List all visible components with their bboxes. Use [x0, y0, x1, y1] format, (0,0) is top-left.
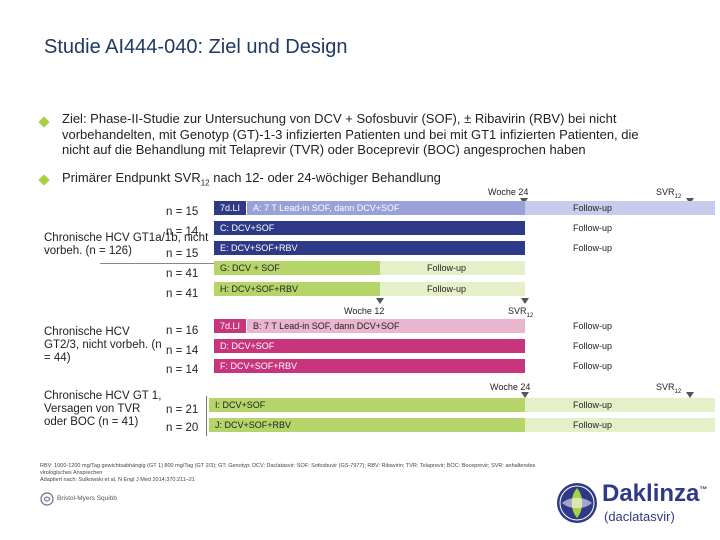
group-gt23-naive: Chronische HCV GT2/3, nicht vorbeh. (n =…	[44, 326, 162, 364]
arm-n: n = 21	[166, 404, 199, 416]
brand-tm: ™	[699, 485, 708, 494]
brand-name: Daklinza	[602, 480, 700, 507]
arm-n: n = 41	[166, 268, 199, 280]
endpoint-text-post: nach 12- oder 24-wöchiger Behandlung	[209, 170, 441, 185]
svr-label: SVR	[656, 382, 675, 392]
follow-up-label: Follow-up	[573, 341, 613, 351]
bms-logo-icon	[40, 492, 54, 506]
milestone-svr12: SVR12	[656, 382, 681, 395]
footnote-line: Adaptiert nach: Sulkowski et al. N Engl …	[40, 477, 195, 483]
arm-n: n = 15	[166, 248, 199, 260]
svr-sub: 12	[674, 193, 682, 200]
follow-up-label: Follow-up	[573, 321, 613, 331]
arm-c-bar: C: DCV+SOF	[214, 221, 525, 235]
bullet-icon	[38, 174, 50, 186]
arm-n: n = 20	[166, 422, 199, 434]
arm-f-bar: F: DCV+SOF+RBV	[214, 359, 525, 373]
follow-up-bar	[525, 418, 715, 432]
section-divider	[206, 396, 207, 436]
footnote: RBV: 1000-1200 mg/Tag gewichtsabhängig (…	[40, 463, 700, 484]
milestone-woche12: Woche 12	[344, 306, 385, 316]
milestone-woche24: Woche 24	[488, 187, 529, 197]
milestone-marker	[686, 392, 694, 398]
endpoint-text: Primärer Endpunkt SVR	[62, 170, 201, 185]
daklinza-brand: Daklinza™	[602, 480, 707, 508]
bms-logo-text: Bristol-Myers Squibb	[57, 495, 117, 502]
daklinza-logo-icon	[557, 483, 597, 523]
lead-in-bar: 7d.LI	[214, 201, 246, 215]
follow-up-label: Follow-up	[573, 420, 613, 430]
milestone-marker	[521, 392, 529, 398]
svr-sub: 12	[674, 388, 682, 395]
follow-up-bar	[525, 398, 715, 412]
arm-e-bar: E: DCV+SOF+RBV	[214, 241, 525, 255]
arm-g-bar: G: DCV + SOF	[214, 261, 380, 275]
group-gt1-naive: Chronische HCV GT1a/1b, nicht vorbeh. (n…	[44, 232, 209, 257]
arm-n: n = 14	[166, 364, 199, 376]
follow-up-label: Follow-up	[427, 284, 467, 294]
daklinza-logo: Daklinza™ (daclatasvir)	[556, 478, 716, 536]
arm-n: n = 16	[166, 325, 199, 337]
svr-label: SVR	[508, 306, 527, 316]
follow-up-bar	[380, 282, 525, 296]
follow-up-label: Follow-up	[573, 203, 613, 213]
endpoint-sub: 12	[200, 178, 210, 188]
arm-n: n = 15	[166, 206, 199, 218]
arm-b-bar: B: 7 T Lead-in SOF, dann DCV+SOF	[247, 319, 525, 333]
arm-n: n = 14	[166, 345, 199, 357]
milestone-marker	[521, 298, 529, 304]
follow-up-label: Follow-up	[573, 400, 613, 410]
bullet-aim: Ziel: Phase-II-Studie zur Untersuchung v…	[62, 111, 639, 157]
milestone-woche24: Woche 24	[490, 382, 531, 392]
footnote-line: virologisches Ansprechen	[40, 470, 103, 476]
svr-sub: 12	[526, 312, 534, 319]
follow-up-label: Follow-up	[573, 243, 613, 253]
follow-up-label: Follow-up	[427, 263, 467, 273]
lead-in-bar: 7d.LI	[214, 319, 246, 333]
follow-up-label: Follow-up	[573, 223, 613, 233]
arm-i-bar: I: DCV+SOF	[209, 398, 525, 412]
svr-label: SVR	[656, 187, 675, 197]
bullet-endpoint: Primärer Endpunkt SVR12 nach 12- oder 24…	[62, 170, 662, 191]
follow-up-label: Follow-up	[573, 361, 613, 371]
arm-d-bar: D: DCV+SOF	[214, 339, 525, 353]
footnote-line: RBV: 1000-1200 mg/Tag gewichtsabhängig (…	[40, 463, 536, 469]
arm-n: n = 41	[166, 288, 199, 300]
daklinza-generic: (daclatasvir)	[604, 509, 675, 524]
arm-j-bar: J: DCV+SOF+RBV	[209, 418, 525, 432]
milestone-svr12: SVR12	[508, 306, 533, 319]
page-title: Studie AI444-040: Ziel und Design	[44, 36, 348, 58]
follow-up-bar	[525, 201, 715, 215]
follow-up-bar	[380, 261, 525, 275]
arm-a-bar: A: 7 T Lead-in SOF, dann DCV+SOF	[247, 201, 525, 215]
bms-logo: Bristol-Myers Squibb	[40, 492, 117, 508]
group-gt1-failure: Chronische HCV GT 1, Versagen von TVR od…	[44, 390, 162, 428]
milestone-marker	[376, 298, 384, 304]
milestone-svr12: SVR12	[656, 187, 681, 200]
arm-n: n = 14	[166, 226, 199, 238]
arm-h-bar: H: DCV+SOF+RBV	[214, 282, 380, 296]
bullet-icon	[38, 116, 50, 128]
